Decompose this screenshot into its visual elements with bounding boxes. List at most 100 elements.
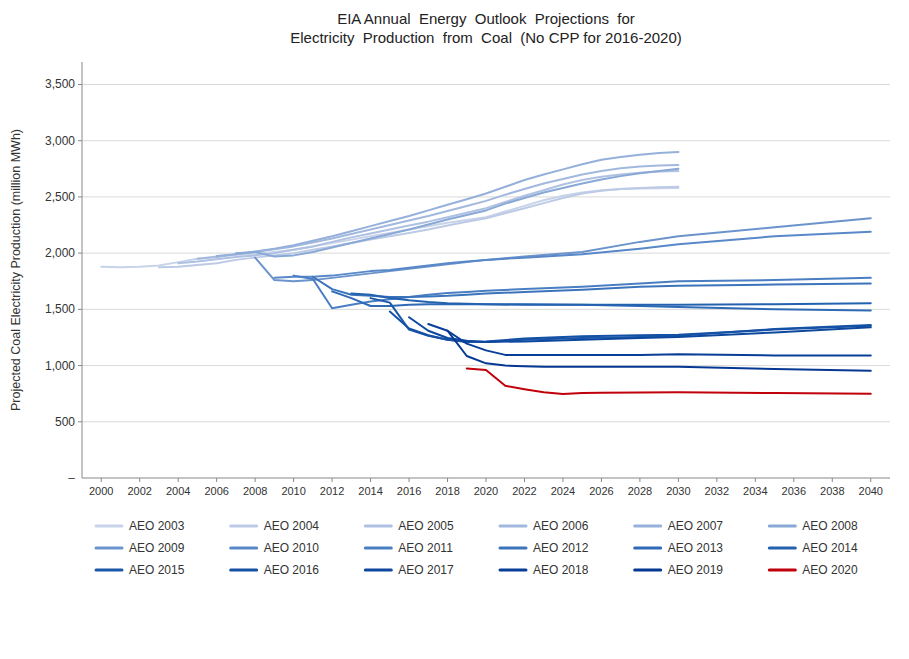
- x-tick-label: 2008: [243, 485, 267, 497]
- legend-swatch: [96, 525, 122, 528]
- legend-swatch: [365, 569, 391, 572]
- series-line: [313, 277, 871, 297]
- legend-swatch: [365, 547, 391, 550]
- series-line: [197, 165, 678, 259]
- y-tick: [78, 365, 82, 366]
- y-tick: [78, 140, 82, 141]
- x-tick-label: 2016: [397, 485, 421, 497]
- x-tick-label: 2000: [89, 485, 113, 497]
- legend-swatch: [500, 569, 526, 572]
- series-line: [274, 232, 870, 278]
- legend-swatch: [769, 547, 795, 550]
- legend-swatch: [231, 547, 257, 550]
- legend-swatch: [769, 569, 795, 572]
- y-tick-label: 2,500: [45, 190, 75, 204]
- x-tick: [832, 478, 833, 482]
- legend-label: AEO 2003: [129, 519, 185, 533]
- legend: AEO 2003 AEO 2004 AEO 2005 AEO 2006 AEO 2007…: [96, 519, 858, 577]
- series-line: [448, 331, 871, 371]
- series-line: [351, 294, 870, 305]
- y-tick: [78, 84, 82, 85]
- series-lines: [101, 152, 871, 394]
- x-tick-label: 2002: [127, 485, 151, 497]
- series-line: [217, 152, 679, 256]
- legend-item: AEO 2008: [769, 519, 858, 533]
- axes: 5001,0001,5002,0002,5003,0003,5002000200…: [45, 62, 890, 497]
- legend-item: AEO 2010: [231, 541, 320, 555]
- x-tick-label: 2028: [628, 485, 652, 497]
- x-tick: [716, 478, 717, 482]
- legend-swatch: [365, 525, 391, 528]
- legend-swatch: [769, 525, 795, 528]
- x-tick: [370, 478, 371, 482]
- legend-swatch: [231, 525, 257, 528]
- legend-label: AEO 2014: [802, 541, 858, 555]
- x-tick: [678, 478, 679, 482]
- legend-label: AEO 2004: [264, 519, 320, 533]
- legend-item: AEO 2020: [769, 563, 858, 577]
- series-line: [371, 298, 871, 342]
- x-tick-label: 2038: [820, 485, 844, 497]
- legend-label: AEO 2012: [533, 541, 589, 555]
- x-tick: [486, 478, 487, 482]
- x-tick: [562, 478, 563, 482]
- title-line: Electricity Production from Coal (No CPP…: [290, 29, 682, 46]
- legend-swatch: [500, 525, 526, 528]
- grid-line: [82, 253, 890, 254]
- grid-line: [82, 196, 890, 197]
- legend-label: AEO 2020: [802, 563, 858, 577]
- legend-label: AEO 2009: [129, 541, 185, 555]
- legend-item: AEO 2013: [635, 541, 724, 555]
- grid-line: [82, 421, 890, 422]
- title: EIA Annual Energy Outlook Projections fo…: [290, 10, 682, 46]
- series-line: [332, 291, 871, 310]
- x-tick-label: 2040: [859, 485, 883, 497]
- series-line: [294, 276, 871, 309]
- legend-swatch: [635, 569, 661, 572]
- x-tick-label: 2010: [281, 485, 305, 497]
- x-tick: [101, 478, 102, 482]
- y-tick-label: 3,500: [45, 77, 75, 91]
- x-tick-label: 2036: [782, 485, 806, 497]
- x-tick: [178, 478, 179, 482]
- series-line: [236, 169, 678, 257]
- legend-item: AEO 2018: [500, 563, 589, 577]
- legend-item: AEO 2012: [500, 541, 589, 555]
- x-tick: [216, 478, 217, 482]
- series-line: [178, 171, 678, 263]
- x-tick-label: 2014: [358, 485, 382, 497]
- x-tick-label: 2026: [589, 485, 613, 497]
- y-tick-label: 500: [55, 415, 75, 429]
- legend-item: AEO 2017: [365, 563, 454, 577]
- legend-item: AEO 2007: [635, 519, 724, 533]
- x-tick: [293, 478, 294, 482]
- grid: [82, 84, 890, 421]
- legend-label: AEO 2007: [668, 519, 724, 533]
- legend-label: AEO 2013: [668, 541, 724, 555]
- series-line: [428, 324, 870, 355]
- legend-item: AEO 2014: [769, 541, 858, 555]
- legend-swatch: [500, 547, 526, 550]
- x-tick: [524, 478, 525, 482]
- legend-item: AEO 2003: [96, 519, 185, 533]
- x-tick: [601, 478, 602, 482]
- legend-item: AEO 2016: [231, 563, 320, 577]
- y-tick-label: 2,000: [45, 246, 75, 260]
- y-tick-label: 1,500: [45, 302, 75, 316]
- legend-item: AEO 2019: [635, 563, 724, 577]
- legend-item: AEO 2006: [500, 519, 589, 533]
- series-line: [409, 317, 871, 342]
- x-tick-label: 2012: [320, 485, 344, 497]
- x-tick-label: 2022: [512, 485, 536, 497]
- legend-label: AEO 2005: [398, 519, 454, 533]
- x-tick-label: 2032: [705, 485, 729, 497]
- legend-swatch: [231, 569, 257, 572]
- legend-swatch: [635, 547, 661, 550]
- legend-label: AEO 2011: [398, 541, 453, 555]
- x-tick-label: 2030: [666, 485, 690, 497]
- y-tick: [78, 309, 82, 310]
- y-axis-label: Projected Coal Electricity Production (m…: [9, 129, 23, 411]
- x-tick: [255, 478, 256, 482]
- x-tick: [409, 478, 410, 482]
- legend-label: AEO 2019: [668, 563, 724, 577]
